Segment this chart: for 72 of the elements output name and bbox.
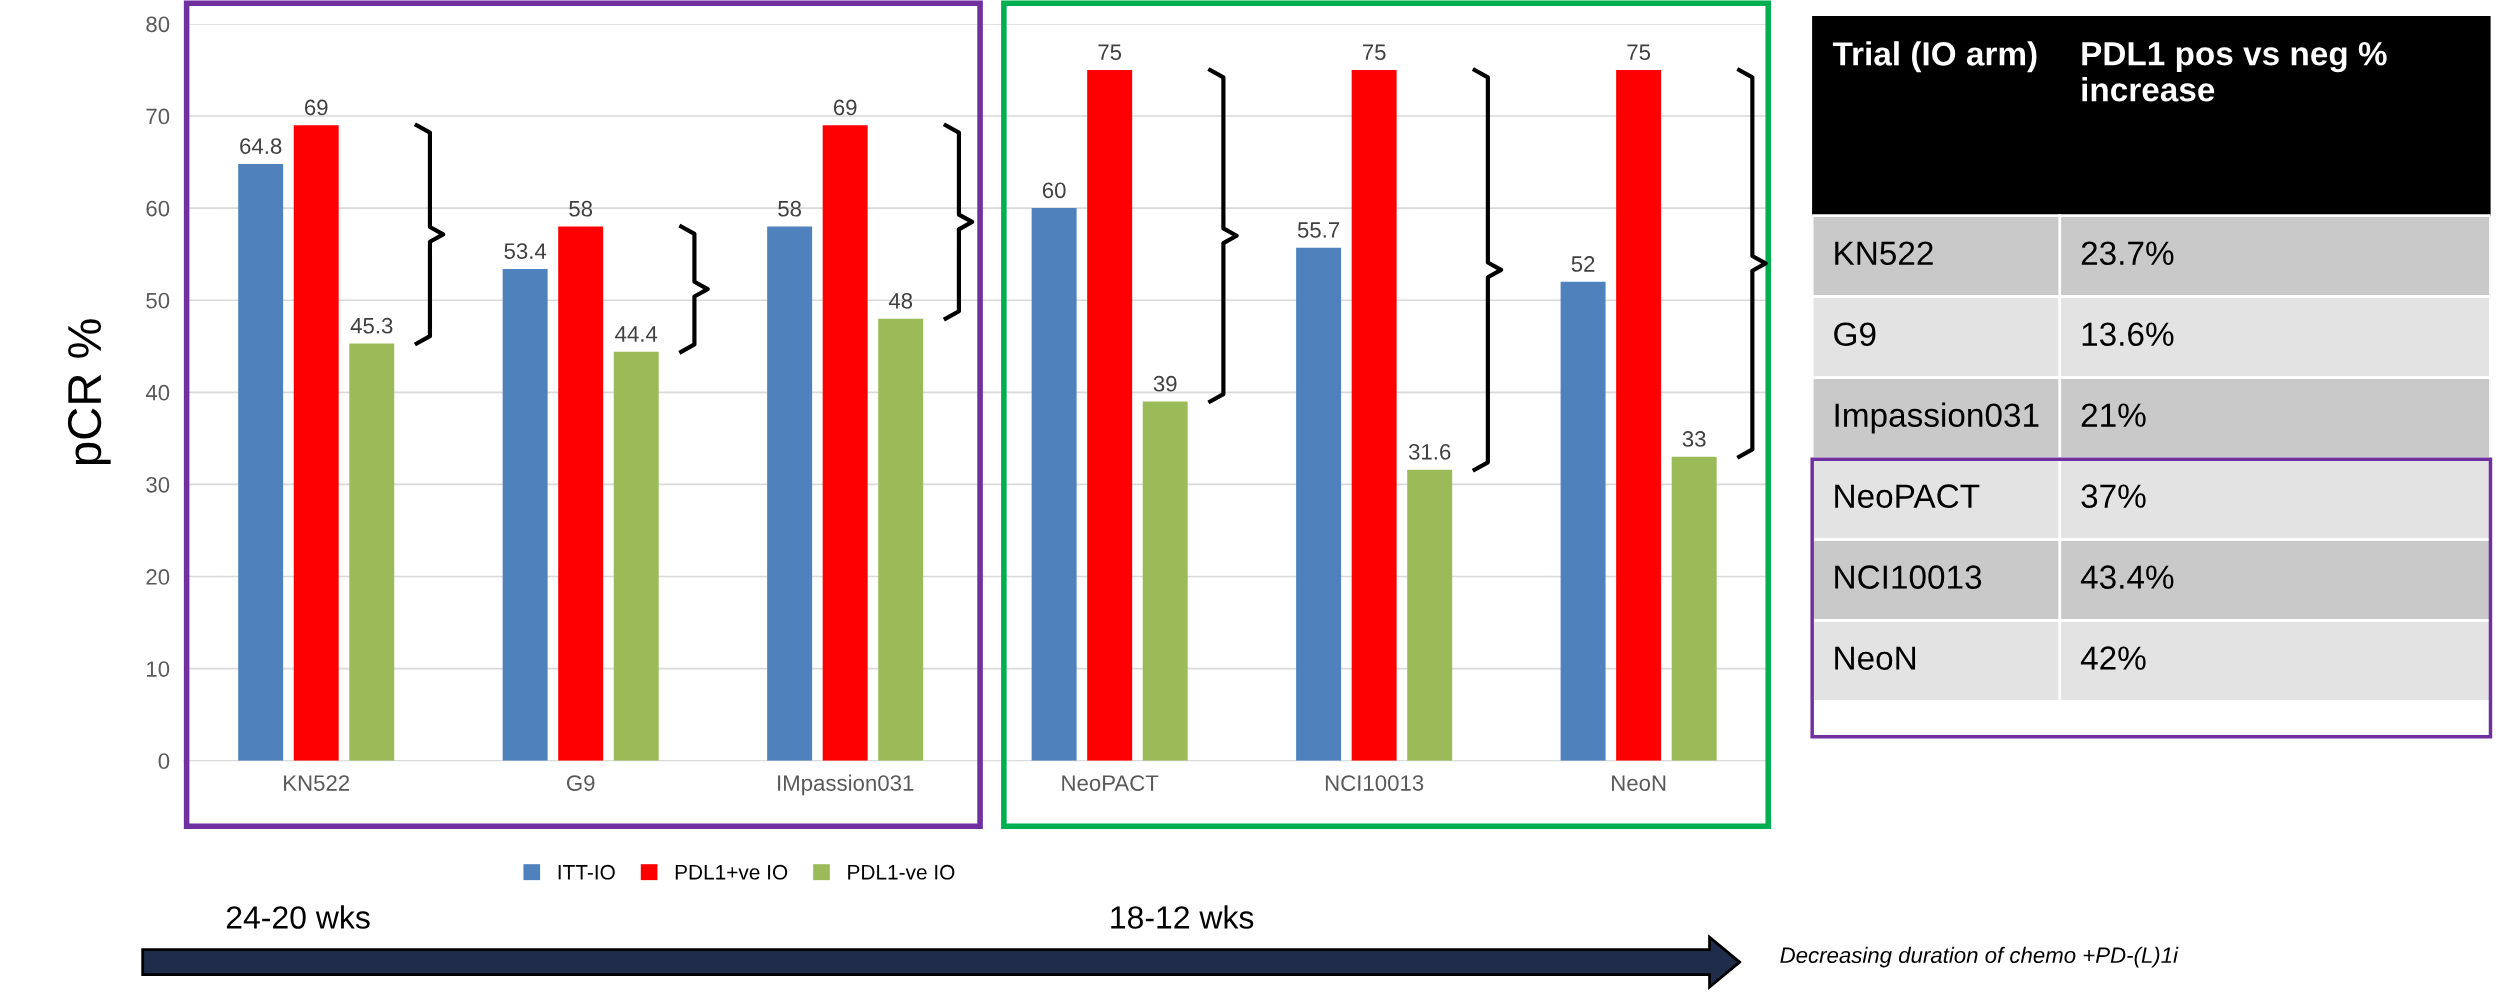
text: PDL1 pos vs neg % increase bbox=[2082, 42, 2387, 102]
bar bbox=[878, 318, 924, 761]
category-label: Impassion031 bbox=[1835, 402, 2039, 434]
text: 21% bbox=[2081, 403, 2146, 427]
category-label: NCI10013 bbox=[1835, 565, 1982, 589]
data-label: 39 bbox=[1153, 375, 1177, 392]
y-tick-label: 30 bbox=[146, 476, 170, 493]
text: 23.7% bbox=[2081, 241, 2174, 266]
data-label: 69 bbox=[833, 99, 857, 116]
data-label: 48 bbox=[888, 292, 913, 309]
data-label: 60 bbox=[1042, 182, 1066, 199]
data-label: 58 bbox=[569, 200, 593, 217]
bar bbox=[1616, 69, 1662, 761]
data-label: 45.3 bbox=[350, 317, 393, 334]
y-tick-label: 10 bbox=[147, 661, 170, 677]
y-tick-label: 70 bbox=[146, 108, 170, 125]
x-tick-label: IMpassion031 bbox=[778, 774, 914, 796]
bar bbox=[1351, 69, 1397, 761]
bar bbox=[1296, 247, 1342, 761]
x-tick-label: NeoPACT bbox=[1062, 775, 1159, 791]
bar bbox=[349, 343, 395, 761]
bar bbox=[502, 268, 548, 761]
legend-label: PDL1-ve IO bbox=[848, 864, 955, 880]
y-tick-label: 60 bbox=[146, 200, 170, 217]
category-label: NeoN bbox=[1835, 646, 1916, 670]
y-axis-title: pCR % bbox=[67, 319, 111, 465]
bar bbox=[1671, 456, 1717, 761]
y-tick-label: 40 bbox=[145, 384, 170, 401]
x-tick-label: NCI10013 bbox=[1325, 775, 1424, 791]
bar bbox=[822, 125, 868, 761]
category-label: NeoPACT bbox=[1835, 484, 1980, 508]
x-tick-label: KN522 bbox=[284, 775, 350, 791]
text: 18-12 wks bbox=[1111, 905, 1254, 929]
bar bbox=[1407, 469, 1453, 761]
text: 24-20 wks bbox=[226, 905, 370, 929]
text: 42% bbox=[2080, 646, 2146, 670]
text: Trial (IO arm) bbox=[1832, 41, 2037, 73]
y-tick-label: 50 bbox=[146, 292, 170, 309]
text: 43.4% bbox=[2080, 565, 2174, 589]
bar bbox=[558, 226, 604, 761]
x-tick-label: G9 bbox=[566, 775, 595, 791]
category-label: KN522 bbox=[1835, 241, 1933, 266]
bar bbox=[238, 163, 284, 761]
bar bbox=[767, 226, 813, 761]
data-label: 44.4 bbox=[615, 326, 658, 342]
bar bbox=[1142, 401, 1188, 761]
bar bbox=[613, 351, 659, 761]
data-label: 58 bbox=[778, 200, 802, 217]
bar bbox=[1031, 208, 1077, 761]
data-label: 33 bbox=[1682, 431, 1706, 447]
y-tick-label: 20 bbox=[146, 569, 170, 585]
data-label: 75 bbox=[1098, 44, 1122, 61]
y-tick-label: 0 bbox=[158, 753, 170, 769]
data-label: 75 bbox=[1627, 44, 1651, 61]
data-label: 69 bbox=[304, 99, 328, 116]
data-label: 52 bbox=[1571, 256, 1595, 272]
text: Decreasing duration of chemo +PD-(L)1i bbox=[1780, 946, 2179, 968]
text: 13.6% bbox=[2082, 322, 2174, 347]
data-label: 53.4 bbox=[504, 243, 547, 259]
bar bbox=[1560, 281, 1606, 761]
x-tick-label: NeoN bbox=[1612, 775, 1666, 791]
bar bbox=[1087, 69, 1133, 761]
data-label: 75 bbox=[1362, 44, 1386, 61]
data-label: 55.7 bbox=[1297, 222, 1340, 238]
legend-label: PDL1+ve IO bbox=[675, 864, 788, 880]
y-tick-label: 80 bbox=[146, 16, 170, 33]
category-label: G9 bbox=[1834, 322, 1876, 347]
bar bbox=[293, 125, 339, 761]
data-label: 64.8 bbox=[240, 138, 282, 154]
data-label: 31.6 bbox=[1408, 444, 1451, 460]
legend-label: ITT-IO bbox=[558, 864, 615, 880]
text: 37% bbox=[2081, 484, 2146, 508]
